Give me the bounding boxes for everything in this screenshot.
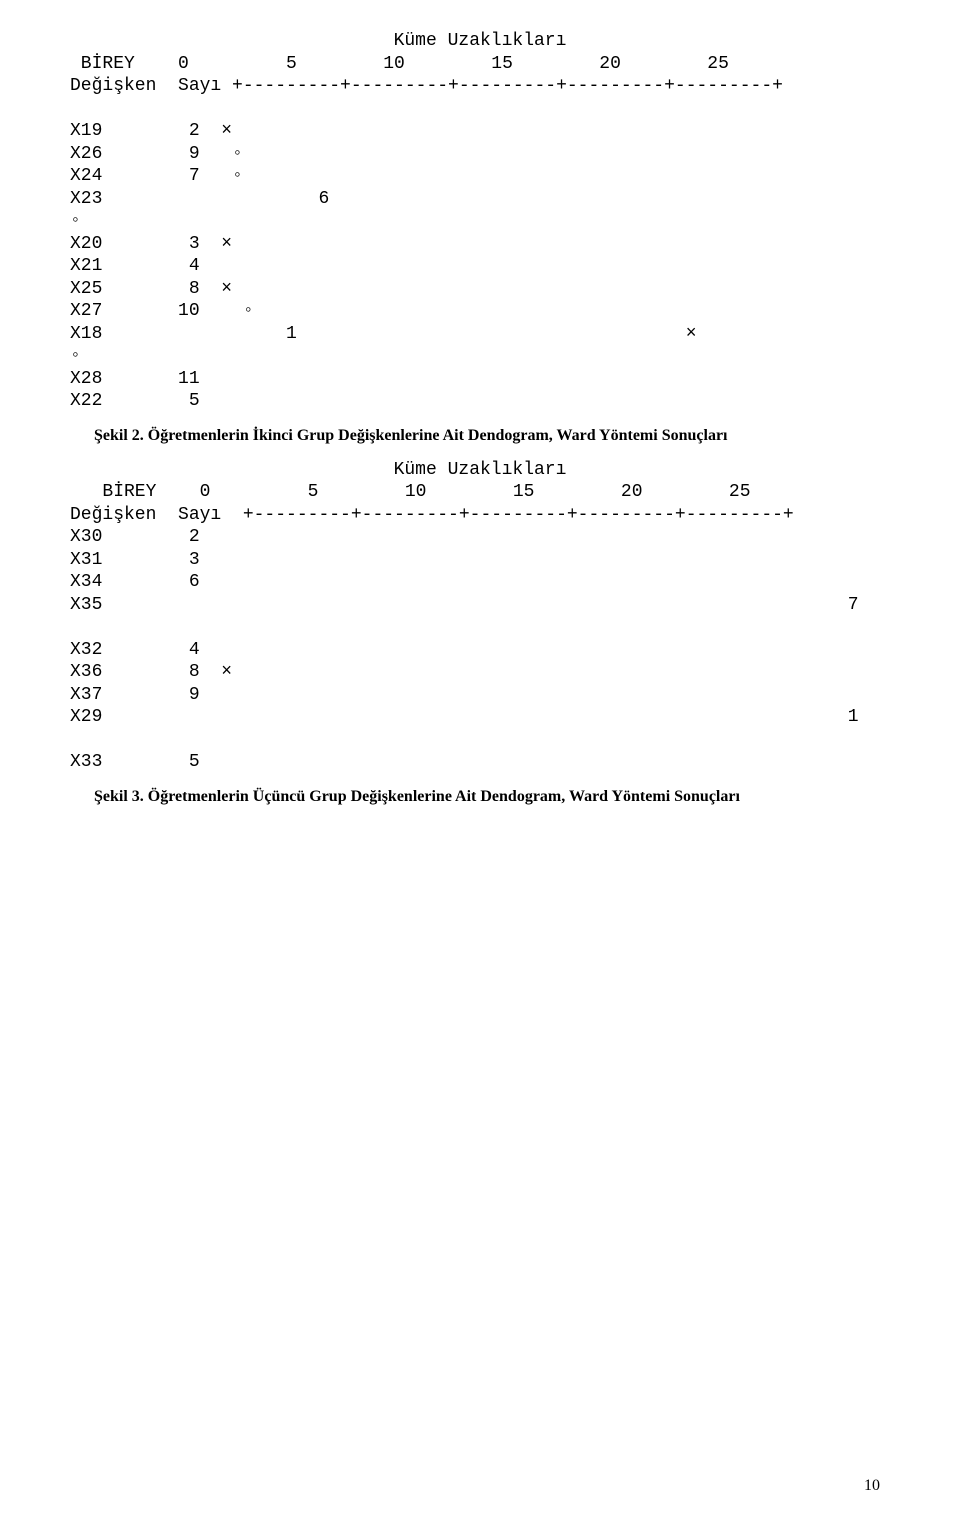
- dendro2-header1: BİREY 0 5 10 15 20 25: [70, 481, 890, 504]
- dendro2-title: Küme Uzaklıkları: [70, 459, 890, 482]
- dendro2-header2: Değişken Sayı +---------+---------+-----…: [70, 504, 890, 527]
- dendro1-header2: Değişken Sayı +---------+---------+-----…: [70, 75, 890, 98]
- dendro1-header1: BİREY 0 5 10 15 20 25: [70, 53, 890, 76]
- sekil2-caption: Şekil 2. Öğretmenlerin İkinci Grup Değiş…: [94, 427, 890, 445]
- dendro1-title: Küme Uzaklıkları: [70, 30, 890, 53]
- page-number: 10: [864, 1477, 880, 1495]
- sekil3-caption: Şekil 3. Öğretmenlerin Üçüncü Grup Değiş…: [94, 788, 890, 806]
- dendro1-body: X19 2 × X26 9 ◦ X24 7 ◦ X23 6 ◦ X20 3 × …: [70, 98, 890, 413]
- dendro2-body: X30 2 X31 3 X34 6 X35 7 X32 4 X36: [70, 526, 890, 774]
